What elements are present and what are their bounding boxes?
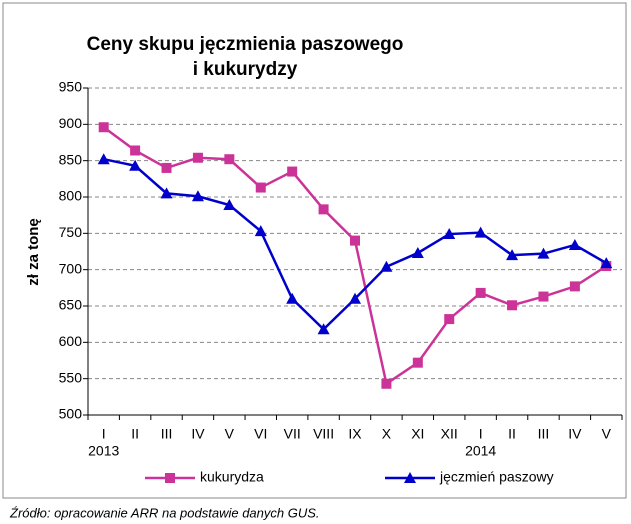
marker <box>255 182 266 193</box>
y-tick-label: 700 <box>59 260 83 276</box>
x-tick-label: VII <box>284 426 301 442</box>
x-tick-label: XI <box>411 426 424 442</box>
x-tick-label: II <box>131 426 139 442</box>
x-tick-label: III <box>538 426 550 442</box>
plot-area <box>88 88 622 415</box>
marker <box>287 166 298 177</box>
marker <box>444 314 455 325</box>
y-tick-label: 550 <box>59 369 83 385</box>
chart-title: i kukurydzy <box>193 59 298 80</box>
marker <box>317 323 330 335</box>
y-tick-label: 850 <box>59 151 83 167</box>
y-tick-label: 500 <box>59 406 83 422</box>
year-label: 2014 <box>465 443 496 459</box>
marker <box>475 287 486 298</box>
marker <box>507 300 518 311</box>
marker <box>160 187 173 199</box>
y-tick-label: 800 <box>59 188 83 204</box>
marker <box>537 247 550 259</box>
y-tick-label: 950 <box>59 79 83 95</box>
marker <box>538 291 549 302</box>
marker <box>286 292 299 304</box>
marker <box>254 225 267 237</box>
y-tick-label: 600 <box>59 333 83 349</box>
marker <box>349 292 361 304</box>
x-tick-label: IV <box>568 426 582 442</box>
marker <box>350 235 360 246</box>
year-label: 2013 <box>88 443 119 459</box>
y-tick-label: 900 <box>59 115 83 131</box>
x-tick-label: IV <box>191 426 205 442</box>
marker <box>569 281 580 292</box>
marker <box>600 257 613 269</box>
marker <box>412 357 423 368</box>
marker <box>223 198 236 210</box>
marker <box>381 378 392 389</box>
x-tick-label: III <box>161 426 173 442</box>
marker <box>568 238 581 250</box>
marker <box>474 226 487 238</box>
marker <box>411 246 424 258</box>
marker <box>443 228 456 240</box>
x-tick-label: XII <box>441 426 458 442</box>
y-axis-label: zł za tonę <box>25 218 42 286</box>
marker <box>506 249 519 261</box>
x-tick-label: I <box>102 426 106 442</box>
marker <box>98 122 109 133</box>
marker <box>191 190 204 202</box>
marker <box>192 152 203 163</box>
legend-label: jęczmień paszowy <box>439 469 554 485</box>
legend-marker <box>165 473 175 483</box>
x-tick-label: I <box>479 426 483 442</box>
marker <box>97 153 110 165</box>
x-tick-label: V <box>225 426 235 442</box>
x-tick-label: VI <box>254 426 267 442</box>
y-tick-label: 650 <box>59 297 83 313</box>
x-tick-label: VIII <box>313 426 334 442</box>
y-tick-label: 750 <box>59 224 83 240</box>
marker <box>380 260 393 272</box>
x-tick-label: V <box>602 426 612 442</box>
marker <box>318 204 329 215</box>
legend-label: kukurydza <box>200 469 264 485</box>
legend-marker <box>404 472 416 483</box>
marker <box>224 154 235 165</box>
x-tick-label: IX <box>348 426 362 442</box>
chart-title: Ceny skupu jęczmienia paszowego <box>87 34 404 55</box>
marker <box>130 145 141 156</box>
marker <box>161 162 172 173</box>
x-tick-label: X <box>382 426 392 442</box>
source: Źródło: opracowanie ARR na podstawie dan… <box>9 505 320 520</box>
marker <box>129 159 142 171</box>
x-tick-label: II <box>508 426 516 442</box>
